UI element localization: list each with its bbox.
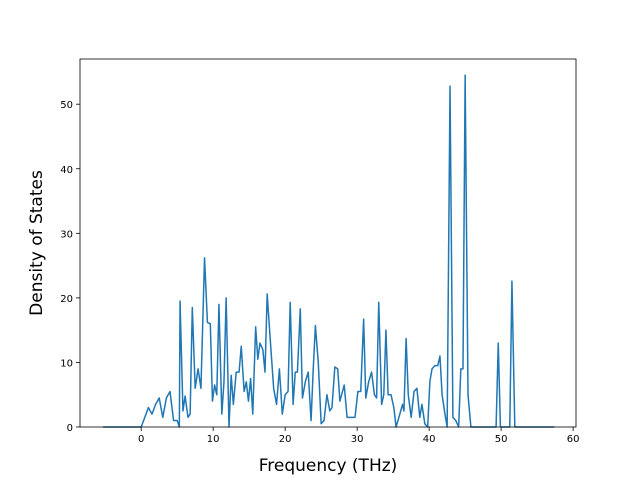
y-tick-label: 30 xyxy=(60,229,73,240)
y-tick-label: 40 xyxy=(60,165,73,176)
x-tick-label: 50 xyxy=(495,434,508,445)
x-tick-label: 10 xyxy=(207,434,220,445)
plot-frame xyxy=(79,58,577,428)
x-tick-label: 30 xyxy=(351,434,364,445)
x-tick-label: 20 xyxy=(279,434,292,445)
y-tick-label: 0 xyxy=(67,423,73,434)
data-line xyxy=(103,74,555,428)
y-tick-label: 10 xyxy=(60,358,73,369)
y-tick-label: 50 xyxy=(60,100,73,111)
y-axis-label: Density of States xyxy=(27,170,47,316)
x-tick-label: 0 xyxy=(138,434,144,445)
x-axis-label: Frequency (THz) xyxy=(259,456,398,476)
x-tick-label: 40 xyxy=(423,434,436,445)
x-tick-label: 60 xyxy=(567,434,580,445)
y-tick-label: 20 xyxy=(60,294,73,305)
